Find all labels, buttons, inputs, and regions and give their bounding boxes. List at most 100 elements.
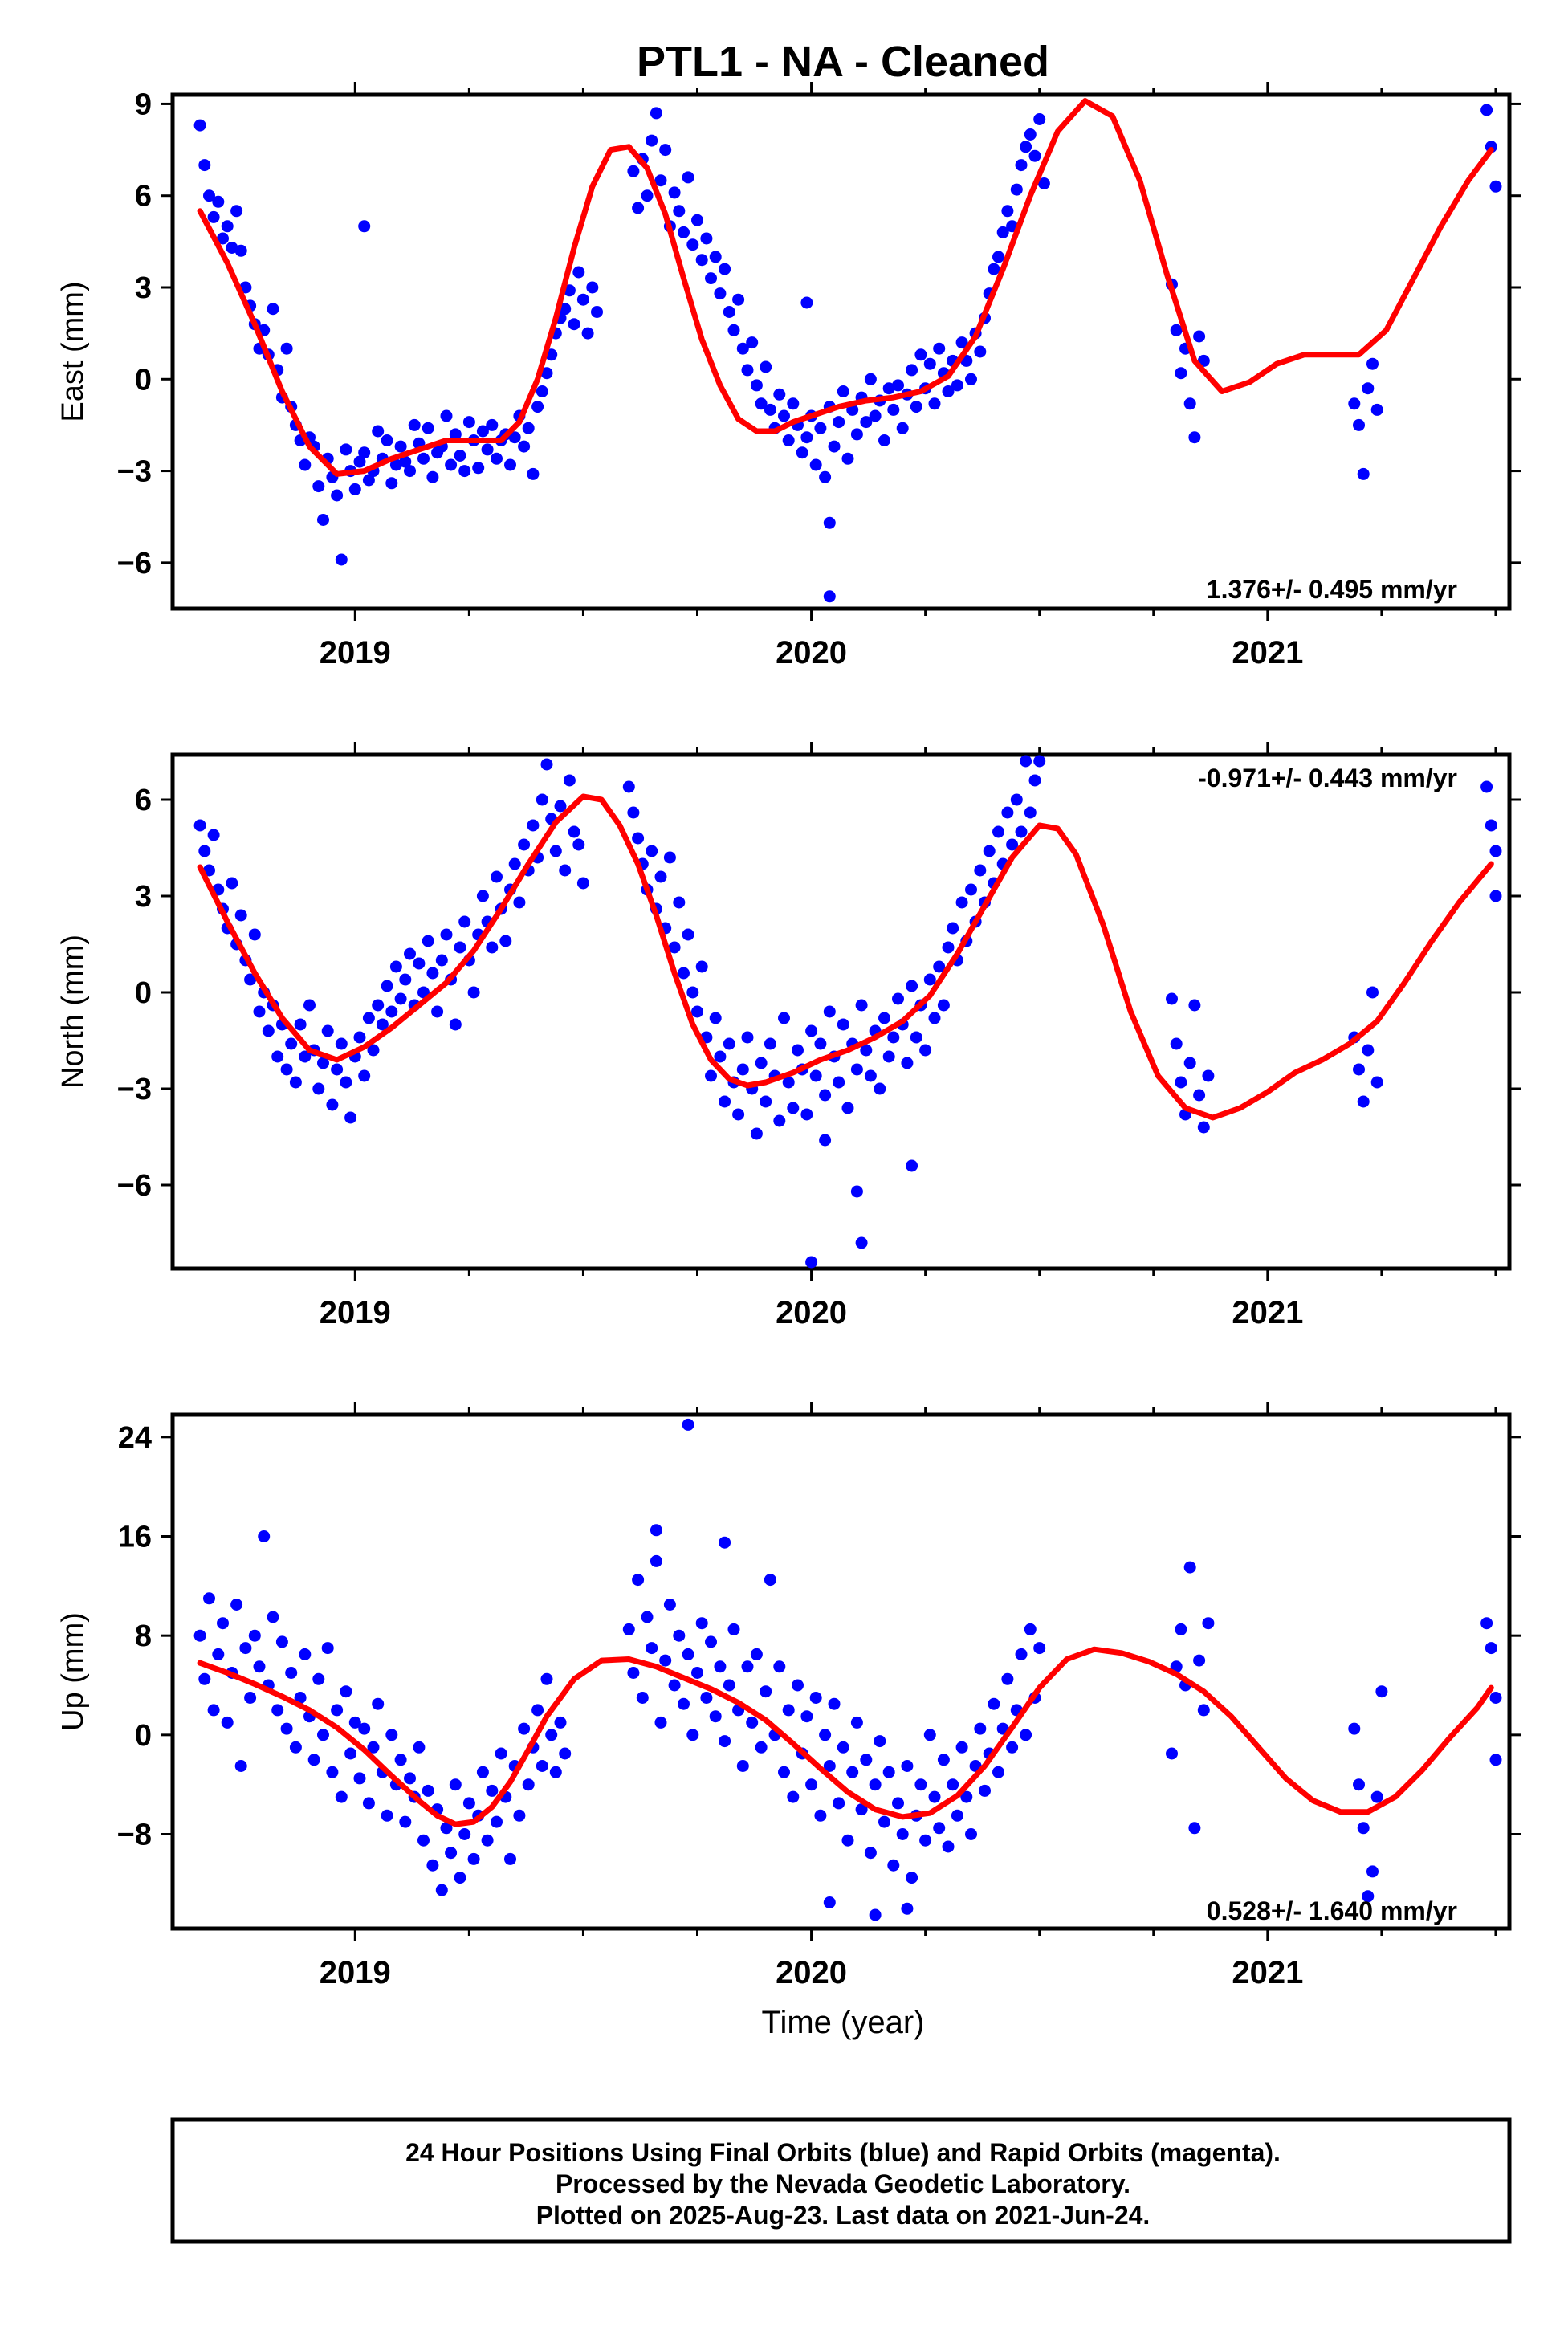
east-data-point [476,425,489,438]
north-data-point [280,1063,293,1076]
panel-north: 6 3 0 −3 −6 2019 2020 2021 North (mm) -0.971+/-… [56,742,1521,1330]
east-data-point [787,397,800,410]
up-data-point [892,1797,904,1810]
up-data-point [755,1741,768,1754]
footer-line-1: 24 Hour Positions Using Final Orbits (bl… [405,2138,1281,2167]
north-data-point [887,1031,900,1044]
north-data-point [919,1044,932,1057]
north-data-point [714,1050,727,1063]
north-data-point [673,896,686,909]
north-ytick-label: 3 [135,880,152,914]
panel-east-rate: 1.376+/- 0.495 mm/yr [1207,575,1457,604]
east-data-point [472,462,485,475]
north-data-point [800,1108,813,1121]
north-data-point [399,973,412,986]
up-data-point [307,1754,320,1766]
east-data-point [440,409,453,422]
east-data-point [965,373,977,385]
up-data-point [248,1629,261,1642]
up-data-point [531,1704,544,1717]
north-data-point [467,986,480,999]
north-data-point [303,999,316,1012]
up-data-point [203,1592,215,1605]
up-data-point [673,1629,686,1642]
up-data-point [874,1735,886,1748]
north-data-point [540,758,553,771]
up-data-point [289,1741,302,1754]
east-data-point [299,458,312,471]
east-model-fit-curve [197,98,1494,477]
up-data-point [513,1809,526,1822]
up-data-point [540,1672,553,1685]
north-data-point [340,1076,352,1089]
north-data-point [389,960,402,973]
up-data-point [381,1809,393,1822]
east-data-point [267,303,279,316]
east-data-point [522,422,535,434]
up-data-point [321,1642,334,1655]
up-data-point [1197,1704,1210,1717]
east-data-point [1001,205,1014,218]
east-data-point [809,458,822,471]
east-data-point [426,470,439,483]
up-ytick-label: 0 [135,1719,152,1753]
east-data-point [568,318,580,331]
east-data-point [404,465,416,478]
north-data-point [663,851,676,864]
north-data-point [1183,1057,1196,1069]
east-data-point [736,342,749,355]
east-data-point [796,446,808,459]
east-data-point [1024,128,1037,141]
east-data-point [910,401,922,413]
up-data-point [193,1629,206,1642]
up-data-point [622,1623,635,1635]
up-data-point [426,1859,439,1872]
north-data-point [321,1024,334,1037]
east-data-point [1033,113,1046,125]
up-data-point [331,1704,344,1717]
up-data-point [344,1747,357,1760]
east-data-point [331,489,344,502]
north-data-point [486,941,499,954]
up-data-point [385,1729,398,1741]
north-data-point [723,1037,735,1050]
up-data-point [1188,1822,1201,1835]
up-data-point [864,1847,877,1860]
up-data-point [221,1716,234,1729]
north-data-point [527,819,540,832]
north-data-point [376,1018,389,1031]
up-data-point [736,1760,749,1772]
north-data-point [974,864,987,877]
north-data-point [965,883,977,896]
panel-up-xlabel: Time (year) [762,2005,925,2040]
east-data-point [372,425,385,438]
north-ytick-label: 0 [135,976,152,1010]
north-data-point [207,829,220,841]
north-data-point [837,1018,849,1031]
north-data-point [193,819,206,832]
up-data-point [882,1766,895,1778]
north-data-point [458,915,471,928]
up-ytick-label: 16 [118,1520,152,1554]
north-data-point [833,1076,845,1089]
north-data-point [426,967,439,980]
north-data-point [253,1005,266,1018]
north-data-point [668,941,681,954]
up-data-point [518,1722,531,1735]
east-data-point [659,144,672,157]
up-data-point [1366,1865,1379,1878]
east-data-point [1348,397,1361,410]
east-data-point [782,434,795,446]
north-data-point [394,992,407,1005]
north-data-point [536,793,548,806]
east-ytick-label: 0 [135,363,152,397]
north-data-point [682,928,694,941]
north-data-point [331,1063,344,1076]
up-data-point [491,1815,503,1828]
east-data-point [1028,149,1041,162]
up-data-point [280,1722,293,1735]
east-data-point [1037,177,1050,189]
east-data-point [686,238,699,251]
east-data-point [417,452,430,465]
up-data-point [792,1679,804,1692]
